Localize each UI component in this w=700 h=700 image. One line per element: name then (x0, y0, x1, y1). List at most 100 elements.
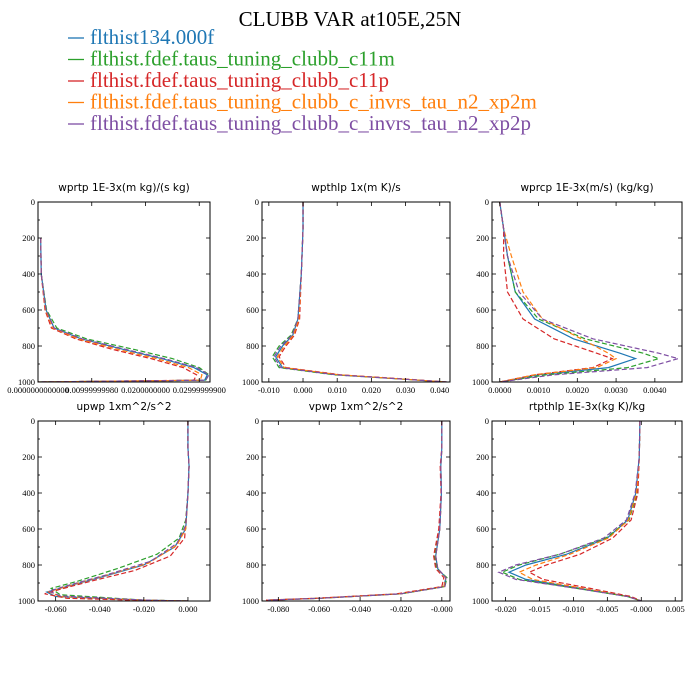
series-line (273, 202, 447, 382)
legend-item: flthist.fdef.taus_tuning_clubb_c_invrs_t… (68, 90, 537, 114)
x-tick-label: 0.040 (430, 385, 449, 395)
series-line (278, 202, 447, 382)
y-tick-label: 800 (476, 560, 489, 570)
x-tick-label: 0.030 (396, 385, 415, 395)
x-tick-label: 0.020 (362, 385, 381, 395)
series-line (268, 421, 447, 601)
series-line (517, 421, 642, 601)
y-tick-label: 1000 (18, 596, 35, 606)
legend: flthist134.000fflthist.fdef.taus_tuning_… (68, 25, 537, 135)
series-line (38, 237, 210, 382)
x-tick-label: 0.0000000000000 (7, 385, 69, 395)
series-group (271, 202, 447, 382)
series-line (38, 237, 198, 382)
plot-frame (491, 420, 683, 602)
series-group (497, 421, 642, 601)
y-tick-label: 600 (246, 524, 259, 534)
series-line (44, 421, 190, 601)
plot-frame (37, 420, 211, 602)
plot-frame (261, 201, 451, 383)
legend-label: flthist134.000f (90, 25, 214, 49)
x-tick-label: -0.020 (495, 604, 517, 614)
panel-title: upwp 1xm^2/s^2 (77, 401, 172, 413)
plot-frame (491, 201, 683, 383)
panel-title: wprcp 1E-3x(m/s) (kg/kg) (520, 182, 653, 194)
series-group (38, 237, 210, 382)
x-tick-label: -0.000 (630, 604, 652, 614)
y-tick-label: 1000 (472, 596, 489, 606)
y-tick-label: 600 (22, 305, 35, 315)
series-line (49, 421, 190, 601)
legend-item: flthist.fdef.taus_tuning_clubb_c11m (68, 47, 395, 71)
figure-title: CLUBB VAR at105E,25N (239, 7, 462, 31)
chart-panel: wpthlp 1x(m K)/s 0 200 400 600 800 1000-0.010 0… (242, 182, 451, 395)
plot-frame (261, 420, 451, 602)
y-tick-label: 800 (476, 341, 489, 351)
x-tick-label: 0.000 (293, 385, 312, 395)
x-tick-label: 0.00999999980 (65, 385, 118, 395)
x-tick-label: 0.005 (666, 604, 685, 614)
y-tick-label: 400 (476, 488, 489, 498)
series-group (499, 202, 681, 382)
chart-panel: rtpthlp 1E-3x(kg K)/kg02004006008001000-… (472, 401, 685, 614)
y-tick-label: 200 (246, 452, 259, 462)
y-tick-label: 1000 (472, 377, 489, 387)
series-line (499, 202, 681, 382)
panel-title: wpthlp 1x(m K)/s (311, 182, 401, 194)
y-tick-label: 0 (255, 416, 259, 426)
panel-title: wprtp 1E-3x(m kg)/(s kg) (58, 182, 189, 194)
x-tick-label: -0.040 (89, 604, 111, 614)
chart-panel: wprtp 1E-3x(m kg)/(s kg) 0 200 400 600 800 100… (7, 182, 226, 395)
x-tick-label: -0.020 (390, 604, 412, 614)
x-tick-label: 0.000 (178, 604, 197, 614)
x-tick-label: -0.060 (308, 604, 330, 614)
panel-title: vpwp 1xm^2/s^2 (309, 401, 404, 413)
plot-frame (37, 201, 211, 383)
series-line (266, 421, 445, 601)
y-tick-label: 200 (22, 233, 35, 243)
y-tick-label: 800 (22, 560, 35, 570)
y-tick-label: 0 (31, 197, 35, 207)
series-line (38, 237, 210, 382)
y-tick-label: 1000 (18, 377, 35, 387)
legend-item: flthist134.000f (68, 25, 214, 49)
x-tick-label: -0.080 (267, 604, 289, 614)
panel-title: rtpthlp 1E-3x(kg K)/kg (529, 401, 645, 413)
x-tick-label: -0.010 (258, 385, 280, 395)
y-tick-label: 400 (22, 269, 35, 279)
x-tick-label: 0.0040 (643, 385, 666, 395)
y-tick-label: 600 (22, 524, 35, 534)
y-tick-label: 0 (31, 416, 35, 426)
y-tick-label: 200 (22, 452, 35, 462)
x-tick-label: 0.02999999900 (173, 385, 226, 395)
y-tick-label: 600 (476, 524, 489, 534)
series-group (266, 421, 448, 601)
x-tick-label: -0.015 (529, 604, 551, 614)
y-tick-label: 200 (476, 452, 489, 462)
series-group (44, 421, 190, 601)
legend-item: flthist.fdef.taus_tuning_clubb_c11p (68, 68, 389, 92)
y-tick-label: 1000 (242, 377, 259, 387)
series-line (268, 421, 447, 601)
y-tick-label: 0 (485, 416, 489, 426)
y-tick-label: 400 (476, 269, 489, 279)
y-tick-label: 1000 (242, 596, 259, 606)
series-line (527, 421, 642, 601)
legend-item: flthist.fdef.taus_tuning_clubb_c_invrs_t… (68, 111, 531, 135)
y-tick-label: 800 (246, 341, 259, 351)
y-tick-label: 800 (22, 341, 35, 351)
x-tick-label: 0.0010 (527, 385, 550, 395)
chart-panel: upwp 1xm^2/s^2 0 200 400 600 800 1000 -0.060 -0.… (18, 401, 211, 614)
series-line (507, 421, 642, 601)
series-line (499, 202, 638, 382)
legend-label: flthist.fdef.taus_tuning_clubb_c_invrs_t… (90, 111, 531, 135)
x-tick-label: 0.0030 (604, 385, 627, 395)
x-tick-label: -0.005 (596, 604, 618, 614)
series-line (268, 421, 447, 601)
x-tick-label: 0.0000 (488, 385, 511, 395)
series-line (497, 421, 642, 601)
x-tick-label: 0.010 (328, 385, 347, 395)
y-tick-label: 0 (485, 197, 489, 207)
x-tick-label: 0.0200000000 (121, 385, 170, 395)
